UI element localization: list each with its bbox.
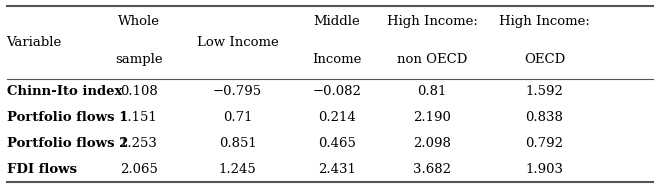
Text: Portfolio flows 2: Portfolio flows 2 xyxy=(7,137,128,150)
Text: Low Income: Low Income xyxy=(197,36,279,49)
Text: sample: sample xyxy=(115,53,162,66)
Text: Chinn-Ito index: Chinn-Ito index xyxy=(7,85,122,98)
Text: 1.245: 1.245 xyxy=(218,163,257,176)
Text: Variable: Variable xyxy=(7,36,62,49)
Text: 0.81: 0.81 xyxy=(418,85,447,98)
Text: 1.253: 1.253 xyxy=(119,137,158,150)
Text: 2.098: 2.098 xyxy=(413,137,451,150)
Text: 1.151: 1.151 xyxy=(119,111,158,124)
Text: non OECD: non OECD xyxy=(397,53,467,66)
Text: 0.214: 0.214 xyxy=(317,111,356,124)
Text: 2.190: 2.190 xyxy=(413,111,451,124)
Text: 3.682: 3.682 xyxy=(413,163,451,176)
Text: FDI flows: FDI flows xyxy=(7,163,77,176)
Text: Portfolio flows 1: Portfolio flows 1 xyxy=(7,111,128,124)
Text: High Income:: High Income: xyxy=(499,15,590,28)
Text: Whole: Whole xyxy=(117,15,160,28)
Text: 1.903: 1.903 xyxy=(525,163,564,176)
Text: 2.431: 2.431 xyxy=(317,163,356,176)
Text: OECD: OECD xyxy=(524,53,565,66)
Text: −0.795: −0.795 xyxy=(213,85,262,98)
Text: 2.065: 2.065 xyxy=(119,163,158,176)
Text: High Income:: High Income: xyxy=(387,15,478,28)
Text: 0.792: 0.792 xyxy=(525,137,564,150)
Text: −0.082: −0.082 xyxy=(312,85,361,98)
Text: 0.851: 0.851 xyxy=(218,137,257,150)
Text: 0.71: 0.71 xyxy=(223,111,252,124)
Text: 1.592: 1.592 xyxy=(525,85,564,98)
Text: Middle: Middle xyxy=(314,15,360,28)
Text: Income: Income xyxy=(312,53,361,66)
Text: 0.465: 0.465 xyxy=(317,137,356,150)
Text: 0.108: 0.108 xyxy=(119,85,158,98)
Text: 0.838: 0.838 xyxy=(525,111,564,124)
